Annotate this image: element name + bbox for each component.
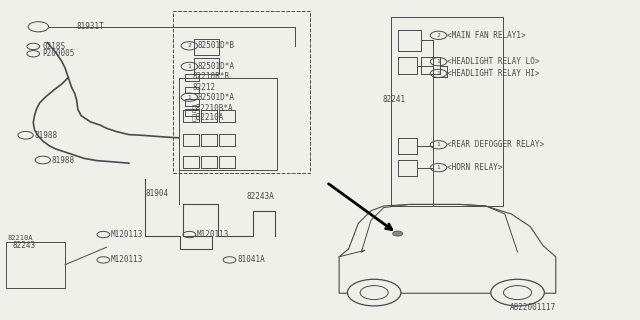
Text: M120113: M120113 [111, 230, 143, 239]
Bar [201, 110, 217, 122]
Text: 82243: 82243 [13, 241, 36, 250]
Text: 1: 1 [188, 95, 191, 100]
Bar [173, 11, 310, 173]
Text: <HEADLIGHT RELAY LO>: <HEADLIGHT RELAY LO> [447, 57, 540, 66]
Bar [219, 156, 235, 168]
Bar [183, 156, 199, 168]
Text: 82501D*A: 82501D*A [197, 93, 234, 102]
Text: <HORN RELAY>: <HORN RELAY> [447, 163, 503, 172]
Bar [201, 156, 217, 168]
Bar [397, 160, 417, 176]
Bar [185, 99, 199, 106]
Text: 82210B*B: 82210B*B [193, 72, 230, 81]
Bar [219, 110, 235, 122]
Circle shape [393, 231, 403, 236]
Bar [194, 59, 220, 74]
Text: M120113: M120113 [111, 255, 143, 264]
Text: 81988: 81988 [51, 156, 74, 164]
Bar [6, 243, 65, 288]
Text: <MAIN FAN RELAY1>: <MAIN FAN RELAY1> [447, 31, 526, 40]
Bar [183, 110, 199, 122]
Bar [201, 134, 217, 146]
Text: M120113: M120113 [197, 230, 229, 239]
Text: 82501D*B: 82501D*B [197, 41, 234, 50]
Polygon shape [339, 204, 556, 293]
Bar [185, 74, 199, 81]
Text: 81041A: 81041A [237, 255, 265, 264]
Text: 82243A: 82243A [246, 192, 275, 201]
Bar [219, 134, 235, 146]
Text: 82210A: 82210A [8, 235, 33, 241]
Bar [420, 57, 440, 74]
Text: 1: 1 [188, 64, 191, 69]
Text: 2: 2 [436, 33, 440, 38]
Text: P200005: P200005 [42, 49, 74, 58]
Bar [179, 78, 277, 170]
Bar [185, 87, 199, 93]
Circle shape [491, 279, 544, 306]
Bar [397, 57, 417, 74]
Text: 1: 1 [436, 142, 440, 147]
Text: 82501D*A: 82501D*A [197, 62, 234, 71]
Bar [194, 39, 220, 55]
Text: 1: 1 [436, 165, 440, 170]
Text: 0218S: 0218S [42, 42, 65, 51]
Text: 82212: 82212 [193, 83, 216, 92]
Text: 81904: 81904 [145, 189, 168, 198]
Text: 82210A: 82210A [191, 113, 223, 122]
Text: 82210B*A: 82210B*A [191, 103, 233, 112]
Text: 81931T: 81931T [77, 22, 104, 31]
Circle shape [348, 279, 401, 306]
Text: 1: 1 [436, 71, 440, 76]
Bar [185, 108, 199, 116]
Text: 82241: 82241 [383, 95, 406, 104]
Bar [397, 138, 417, 154]
Text: 81988: 81988 [35, 131, 58, 140]
Bar [392, 17, 503, 206]
Text: 1: 1 [436, 59, 440, 64]
Text: A822001117: A822001117 [509, 303, 556, 312]
Bar [183, 134, 199, 146]
Text: 2: 2 [188, 43, 191, 48]
Text: <HEADLIGHT RELAY HI>: <HEADLIGHT RELAY HI> [447, 69, 540, 78]
Bar [397, 30, 420, 51]
Text: <REAR DEFOGGER RELAY>: <REAR DEFOGGER RELAY> [447, 140, 545, 149]
